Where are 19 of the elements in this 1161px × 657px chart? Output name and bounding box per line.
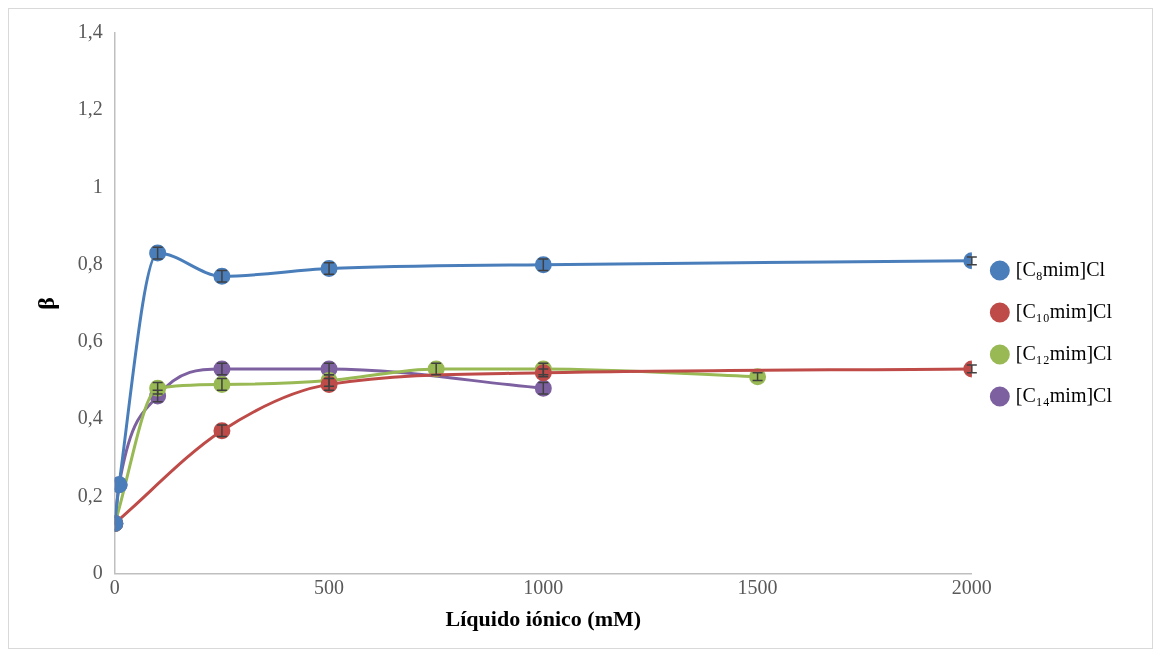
x-tick-label: 2000 (951, 575, 992, 598)
y-tick-label: 1,4 (77, 20, 103, 43)
legend-label: [C₈mim]Cl (1015, 257, 1106, 280)
legend-label: [C₁₂mim]Cl (1015, 341, 1113, 364)
y-tick-label: 1,2 (77, 97, 103, 120)
x-tick-label: 1500 (737, 575, 778, 598)
x-tick-label: 500 (314, 575, 345, 598)
x-tick-label: 1000 (523, 575, 564, 598)
legend-label: [C₁₄mim]Cl (1015, 383, 1113, 406)
y-tick-label: 0,2 (77, 483, 103, 506)
y-axis-title: β (32, 296, 59, 310)
y-tick-label: 0,8 (77, 251, 103, 274)
y-tick-label: 0,6 (77, 329, 103, 352)
y-tick-label: 0,4 (77, 406, 103, 429)
y-tick-label: 0 (92, 560, 103, 583)
legend-label: [C₁₀mim]Cl (1015, 299, 1113, 322)
x-tick-label: 0 (109, 575, 120, 598)
x-axis-title: Líquido iónico (mM) (445, 606, 642, 632)
y-tick-label: 1 (92, 174, 103, 197)
